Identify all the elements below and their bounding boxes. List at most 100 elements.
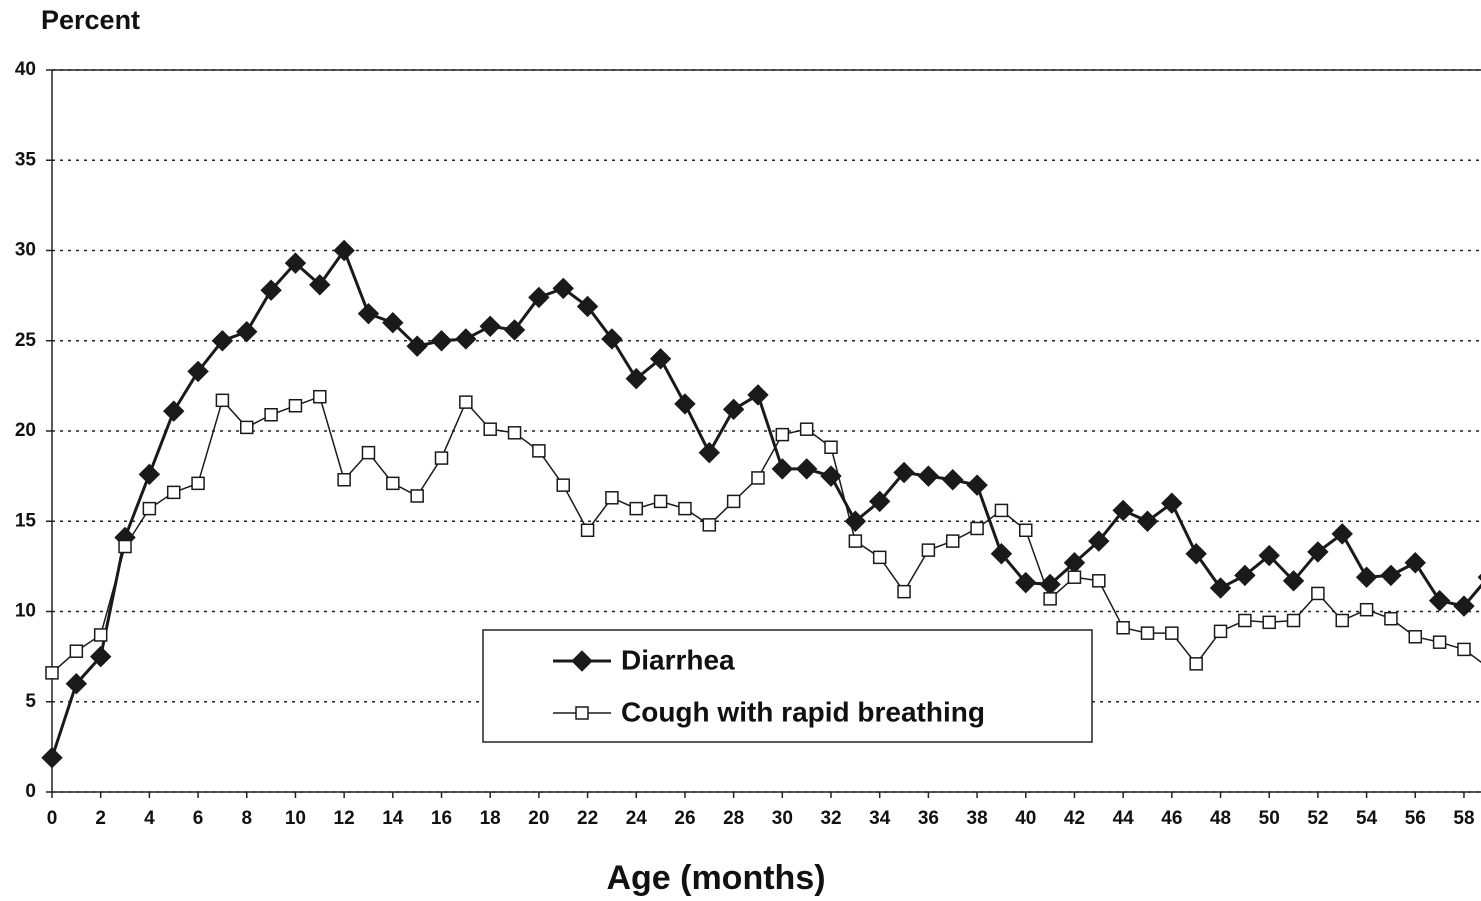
x-tick-label: 18 bbox=[480, 808, 501, 829]
square-marker bbox=[702, 518, 717, 532]
square-marker bbox=[1408, 630, 1423, 644]
square-marker bbox=[629, 501, 644, 516]
x-tick-label: 56 bbox=[1405, 808, 1426, 829]
square-marker bbox=[1092, 574, 1106, 588]
x-tick-label: 26 bbox=[674, 808, 695, 829]
plot-area bbox=[41, 239, 1481, 769]
diamond-marker bbox=[41, 746, 63, 769]
square-marker bbox=[575, 706, 589, 720]
square-marker bbox=[337, 472, 351, 487]
x-tick-label: 28 bbox=[723, 808, 744, 829]
square-marker bbox=[45, 666, 59, 680]
diamond-marker bbox=[990, 543, 1013, 565]
diamond-marker bbox=[966, 474, 988, 496]
square-marker bbox=[1238, 613, 1252, 628]
square-marker bbox=[1311, 586, 1325, 601]
diamond-marker bbox=[698, 441, 720, 464]
diamond-marker bbox=[625, 367, 647, 390]
diamond-marker bbox=[1307, 541, 1329, 563]
x-tick-label: 4 bbox=[144, 808, 155, 829]
y-axis-title: Percent bbox=[41, 5, 140, 35]
diamond-marker bbox=[1209, 577, 1232, 599]
diamond-marker bbox=[187, 360, 209, 383]
x-tick-label: 32 bbox=[820, 808, 841, 829]
diamond-marker bbox=[1428, 589, 1451, 612]
square-marker bbox=[264, 408, 278, 422]
diamond-marker bbox=[571, 650, 593, 672]
diamond-marker bbox=[771, 458, 794, 480]
x-tick-label: 8 bbox=[241, 808, 252, 829]
diamond-marker bbox=[1477, 573, 1481, 581]
square-marker bbox=[848, 534, 863, 548]
diamond-marker bbox=[747, 384, 769, 406]
square-marker bbox=[653, 494, 668, 509]
square-marker bbox=[751, 471, 765, 485]
y-tick-label: 5 bbox=[25, 691, 36, 712]
x-tick-label: 0 bbox=[47, 808, 58, 829]
x-axis-title: Age (months) bbox=[606, 859, 825, 897]
legend-box bbox=[482, 629, 1093, 743]
square-marker bbox=[970, 521, 984, 536]
diamond-marker bbox=[1355, 566, 1378, 588]
diamond-marker bbox=[868, 490, 891, 513]
square-marker bbox=[1067, 570, 1082, 584]
x-tick-label: 46 bbox=[1161, 808, 1182, 829]
x-tick-label: 48 bbox=[1210, 808, 1231, 829]
diamond-marker bbox=[601, 328, 623, 350]
x-tick-label: 54 bbox=[1356, 808, 1378, 829]
diamond-marker bbox=[309, 274, 331, 296]
square-marker bbox=[1359, 602, 1374, 617]
x-tick-label: 16 bbox=[431, 808, 452, 829]
x-tick-label: 38 bbox=[967, 808, 988, 829]
x-tick-label: 42 bbox=[1064, 808, 1085, 829]
diamond-marker bbox=[382, 311, 404, 334]
square-marker bbox=[921, 543, 936, 557]
diamond-marker bbox=[795, 458, 818, 480]
square-marker bbox=[1335, 613, 1349, 628]
x-tick-label: 20 bbox=[528, 808, 549, 829]
x-tick-label: 24 bbox=[626, 808, 648, 829]
diamond-marker bbox=[1088, 530, 1110, 552]
diamond-marker bbox=[1161, 492, 1183, 514]
diamond-marker bbox=[722, 398, 745, 421]
diamond-marker bbox=[503, 319, 526, 341]
square-marker bbox=[507, 426, 522, 440]
square-marker bbox=[605, 491, 619, 505]
legend-label: Diarrhea bbox=[621, 644, 735, 675]
x-tick-label: 52 bbox=[1307, 808, 1328, 829]
square-marker bbox=[288, 398, 303, 413]
x-tick-label: 34 bbox=[869, 808, 891, 829]
square-marker bbox=[483, 422, 497, 436]
diamond-marker bbox=[893, 461, 915, 484]
diamond-marker bbox=[479, 315, 501, 338]
square-marker bbox=[386, 476, 400, 491]
square-marker bbox=[872, 550, 887, 565]
diamond-marker bbox=[1404, 552, 1426, 574]
square-marker bbox=[1116, 620, 1130, 635]
square-marker bbox=[215, 393, 230, 408]
diamond-marker bbox=[917, 465, 940, 487]
square-marker bbox=[459, 395, 473, 409]
diamond-marker bbox=[1331, 523, 1353, 545]
square-marker bbox=[1189, 657, 1203, 671]
square-marker bbox=[118, 539, 132, 554]
diamond-marker bbox=[674, 393, 696, 415]
y-tick-label: 10 bbox=[15, 601, 36, 622]
diamond-marker bbox=[1282, 570, 1305, 592]
square-marker bbox=[678, 501, 692, 516]
square-marker bbox=[313, 389, 327, 404]
square-marker bbox=[1165, 626, 1179, 640]
diamond-marker bbox=[406, 335, 428, 357]
square-marker bbox=[1213, 624, 1228, 639]
legend: Diarrhea Cough with rapid breathing bbox=[482, 629, 1093, 743]
square-marker bbox=[240, 420, 254, 435]
square-marker bbox=[1457, 642, 1471, 657]
x-tick-label: 14 bbox=[382, 808, 404, 829]
square-marker bbox=[994, 503, 1009, 518]
square-marker bbox=[142, 501, 157, 516]
square-marker bbox=[556, 478, 570, 492]
square-marker bbox=[726, 494, 741, 509]
y-tick-label: 30 bbox=[15, 240, 36, 261]
x-tick-label: 30 bbox=[772, 808, 793, 829]
